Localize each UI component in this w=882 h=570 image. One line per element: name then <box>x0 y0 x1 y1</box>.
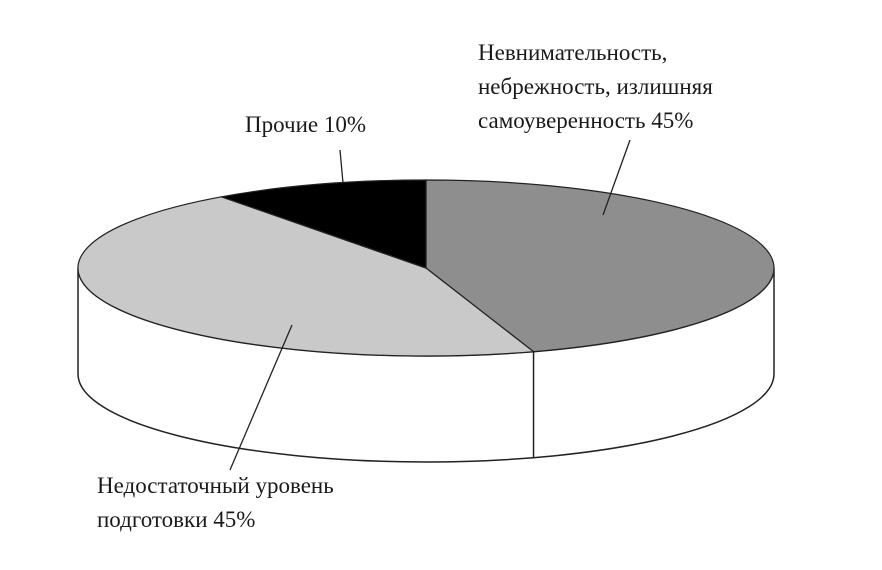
pie-slice <box>77 196 536 357</box>
pie-slice <box>219 179 427 269</box>
label-line: Недостаточный уровень <box>97 473 334 498</box>
label-line: Прочие <box>245 112 318 137</box>
slice-label: Прочие 10% <box>245 112 366 137</box>
leader-line <box>339 149 344 184</box>
leader-line <box>229 324 293 471</box>
leader-line <box>602 139 631 216</box>
pie-slice <box>425 179 775 353</box>
slice-label: Невнимательность, небрежность, излишняя са… <box>478 40 713 133</box>
label-line: небрежность, излишняя <box>478 74 713 99</box>
slice-label: Недостаточный уровень подготовки 45% <box>97 473 334 532</box>
label-line: Невнимательность, <box>478 40 667 65</box>
value-label: 10% <box>324 112 366 137</box>
label-line: самоуверенность <box>478 108 645 133</box>
value-label: 45% <box>213 507 255 532</box>
label-line: подготовки <box>97 507 208 532</box>
value-label: 45% <box>651 108 693 133</box>
